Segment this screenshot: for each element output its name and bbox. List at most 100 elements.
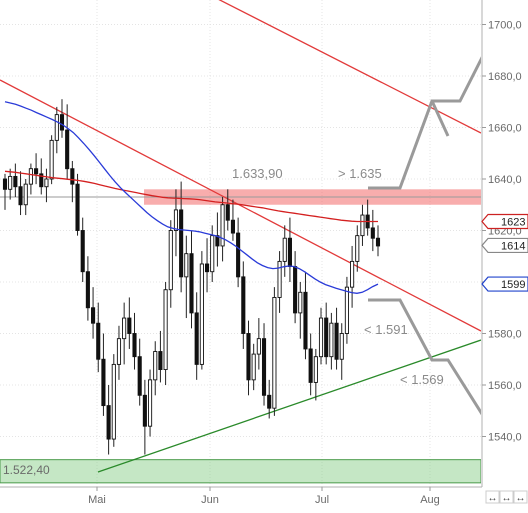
candle (277, 251, 282, 313)
scroll-arrow-frame (485, 490, 500, 504)
candle-body-up (184, 253, 189, 278)
candle (375, 225, 381, 257)
candle (49, 135, 54, 185)
candle-body-up (49, 139, 54, 180)
candle-body-up (272, 297, 277, 409)
candle-body-up (344, 286, 349, 334)
candle-body-down (261, 338, 267, 396)
scroll-arrow-icon: ↔ (502, 493, 512, 504)
candle-body-down (230, 219, 236, 234)
candle-body-down (91, 307, 96, 324)
candle (220, 197, 225, 262)
candle (210, 225, 215, 282)
candle (122, 302, 127, 365)
scroll-arrow-button[interactable]: ↔ (499, 490, 514, 504)
candle (111, 354, 116, 447)
scroll-arrow-icon: ↔ (488, 493, 498, 504)
candle (2, 173, 8, 210)
scroll-arrow-button[interactable]: ↔ (513, 490, 528, 504)
forecast-path-branch (430, 100, 450, 137)
candle-body-up (8, 175, 13, 190)
candle-body-down (13, 175, 18, 188)
candle (189, 230, 194, 329)
x-tick-label: Jul (315, 494, 329, 506)
candle (179, 181, 184, 293)
price-tag-box (481, 213, 528, 230)
candle-body-up (256, 338, 261, 355)
y-tick-label: 1540,0 (488, 432, 522, 444)
candle-body-down (194, 312, 199, 365)
y-tick-label: 1660,0 (488, 123, 522, 135)
candle (70, 160, 75, 203)
support-zone (0, 459, 481, 484)
candle-body-down (179, 209, 184, 278)
candle-body-down (158, 351, 163, 370)
candle-body-down (142, 394, 147, 427)
candle-body-up (23, 183, 28, 206)
candle (230, 199, 236, 241)
candle (339, 323, 344, 380)
price-tag-label: 1623 (501, 216, 525, 228)
support-2-label: < 1.569 (400, 372, 444, 387)
candle (44, 168, 49, 203)
candle-body-up (28, 168, 33, 185)
y-tick-label: 1640,0 (488, 174, 522, 186)
candle (287, 217, 292, 282)
candle-body-up (313, 356, 318, 383)
price-tag-label: 1614 (501, 240, 525, 252)
candle-body-down (293, 266, 298, 314)
moving-average-red (4, 170, 378, 223)
candle-body-up (251, 353, 256, 381)
candle-body-down (204, 263, 210, 273)
candle-body-down (303, 291, 308, 350)
candle (137, 338, 142, 406)
candle (59, 99, 65, 138)
candle-body-up (282, 237, 287, 262)
candle (355, 225, 360, 272)
price-tag-label: 1599 (501, 279, 525, 291)
candle-body-up (329, 322, 334, 358)
candle-body-down (85, 271, 90, 309)
candle (241, 261, 246, 349)
candle-body-down (127, 317, 132, 334)
candle-body-up (355, 235, 360, 262)
candle (8, 168, 13, 200)
candle (298, 282, 303, 339)
candle (173, 189, 179, 257)
candle-body-down (106, 405, 111, 440)
reference-price-label: 1.633,90 (232, 166, 283, 181)
candle-body-down (370, 227, 375, 239)
candle (334, 307, 339, 370)
uptrend-support-line (97, 339, 481, 473)
downtrend-line (0, 79, 481, 332)
candle (65, 104, 70, 179)
candle-body-up (122, 317, 127, 340)
candle (147, 369, 153, 437)
candle-body-down (246, 333, 251, 381)
candle-body-up (298, 291, 303, 314)
candle-body-up (350, 260, 355, 288)
candle-body-down (59, 114, 65, 131)
candle (80, 217, 85, 282)
candle-body-up (116, 338, 122, 365)
candle-body-up (44, 178, 49, 188)
candle (13, 163, 18, 198)
scroll-arrow-frame (499, 490, 514, 504)
candle (236, 217, 241, 288)
candle-body-up (199, 263, 204, 365)
x-tick-label: Mai (88, 494, 106, 506)
candle-body-up (168, 230, 173, 291)
y-tick-label: 1580,0 (488, 329, 522, 341)
candle-body-up (318, 317, 324, 358)
forecast-path-down (368, 298, 481, 416)
candle (256, 318, 261, 370)
y-tick-label: 1700,0 (488, 20, 522, 32)
candle (261, 323, 267, 406)
scroll-arrow-button[interactable]: ↔ (485, 490, 500, 504)
candle (199, 251, 204, 370)
candle (360, 204, 365, 246)
candle (308, 333, 313, 396)
candle-body-up (111, 363, 116, 440)
